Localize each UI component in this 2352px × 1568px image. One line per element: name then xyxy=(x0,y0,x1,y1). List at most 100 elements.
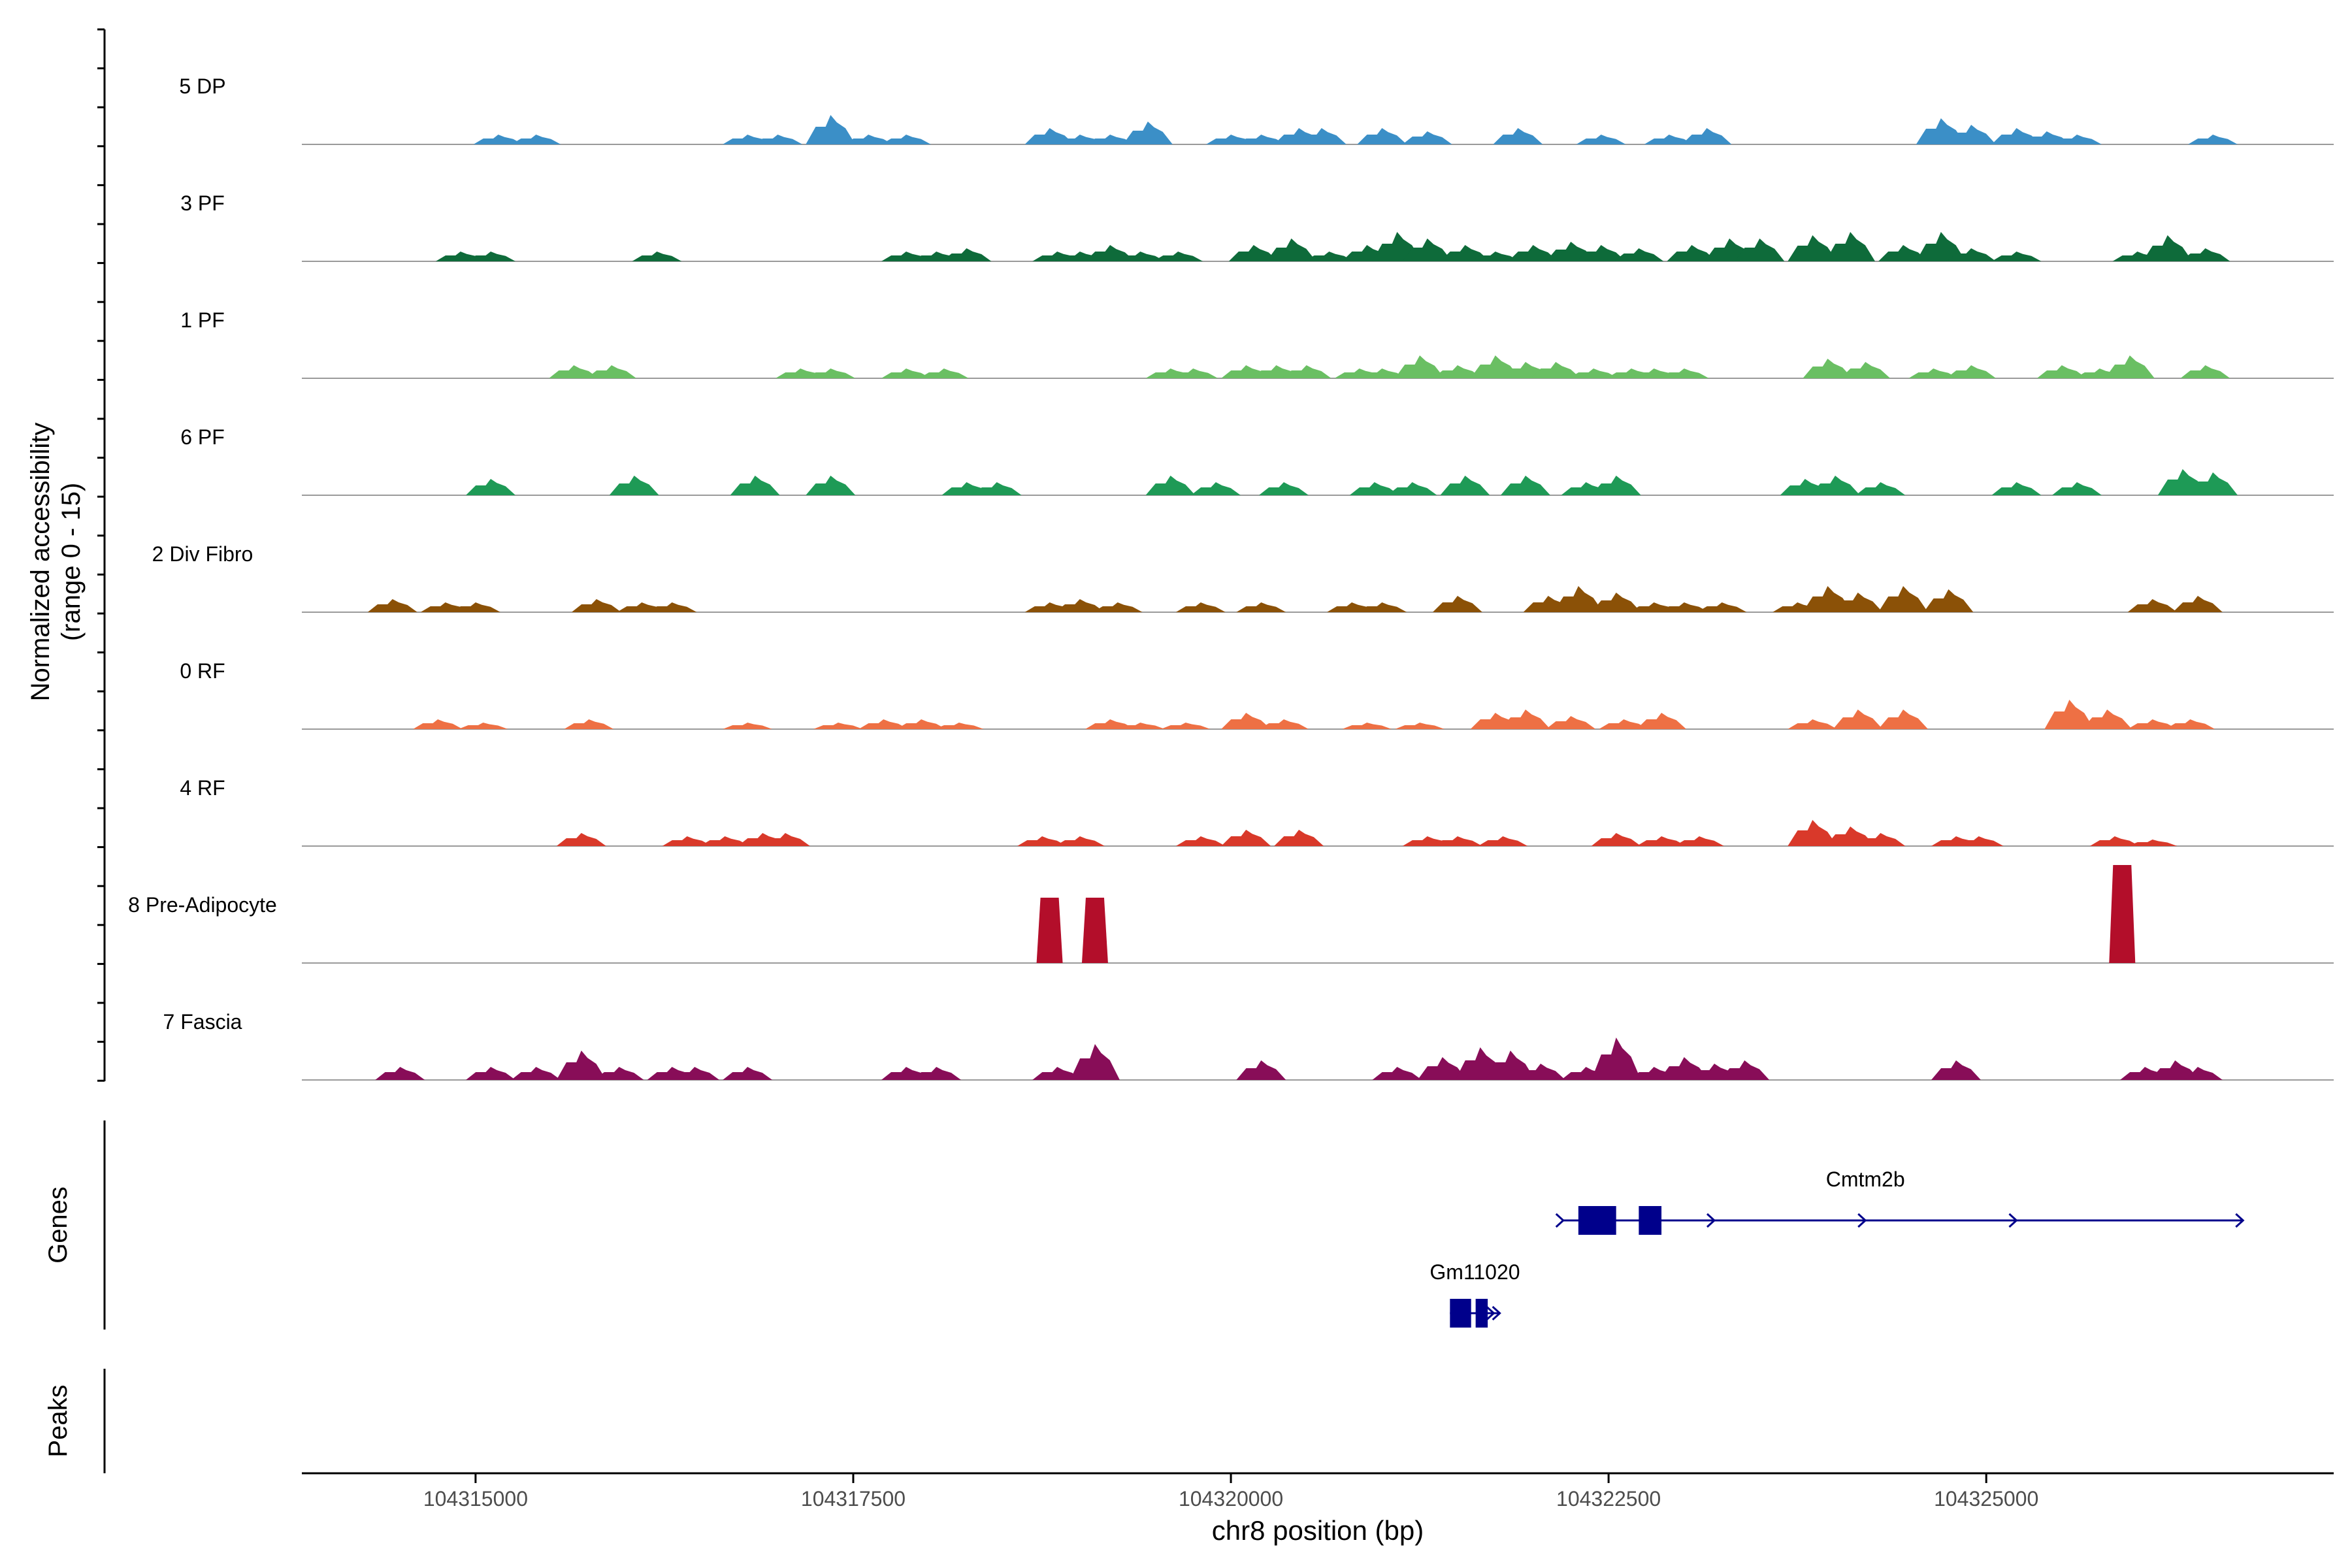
coverage-peak xyxy=(723,723,773,729)
coverage-peak xyxy=(881,135,931,144)
coverage-peak xyxy=(466,1067,516,1080)
strand-arrow xyxy=(1492,1305,1501,1321)
coverage-peak xyxy=(556,833,606,846)
coverage-peak xyxy=(450,602,500,612)
coverage-peak xyxy=(1637,713,1687,729)
track-label: 8 Pre-Adipocyte xyxy=(128,893,277,917)
strand-arrow xyxy=(1555,1213,1565,1228)
coverage-peak xyxy=(1221,713,1271,729)
coverage-peak xyxy=(1304,252,1354,261)
coverage-peak xyxy=(806,115,856,144)
coverage-peak xyxy=(1659,368,1709,378)
coverage-peak xyxy=(911,1067,962,1080)
coverage-peak xyxy=(1576,135,1626,144)
coverage-peak xyxy=(1735,238,1785,261)
coverage-peak xyxy=(1432,365,1482,378)
coverage-peak xyxy=(2180,365,2230,378)
coverage-peak xyxy=(1591,833,1641,846)
coverage-peak xyxy=(1788,820,1838,846)
strand-arrow xyxy=(2235,1213,2245,1228)
coverage-peak xyxy=(1923,589,1974,612)
coverage-peak xyxy=(2044,700,2095,729)
coverage-peak xyxy=(919,368,969,378)
track-4: 6 PF xyxy=(180,425,2334,496)
coverage-peak xyxy=(1591,593,1641,612)
coverage-peak xyxy=(1236,1060,1286,1080)
strand-arrow xyxy=(1486,1305,1495,1321)
coverage-peak xyxy=(1553,586,1603,612)
coverage-peak xyxy=(1516,1064,1566,1080)
coverage-peak xyxy=(1357,368,1407,378)
y-axis-label-line2: (range 0 - 15) xyxy=(57,483,86,641)
coverage-peak xyxy=(1878,245,1929,261)
coverage-peak xyxy=(1190,482,1241,495)
coverage-peak xyxy=(1508,245,1558,261)
coverage-peak xyxy=(1440,476,1490,495)
coverage-peak xyxy=(571,599,621,612)
coverage-peak xyxy=(1576,245,1626,261)
x-tick-label: 104320000 xyxy=(1179,1487,1283,1511)
coverage-peak xyxy=(2165,719,2215,729)
coverage-peak xyxy=(2127,719,2178,729)
coverage-peak xyxy=(1682,128,1732,144)
coverage-peak xyxy=(2142,235,2193,261)
coverage-peak xyxy=(1833,710,1883,729)
coverage-peak xyxy=(1417,1057,1467,1080)
coverage-peak xyxy=(1991,252,2042,261)
coverage-peak xyxy=(1387,482,1437,495)
track-label: 1 PF xyxy=(180,308,225,332)
track-3: 1 PF xyxy=(180,308,2334,379)
gene-label: Gm11020 xyxy=(1429,1260,1520,1284)
track-label: 0 RF xyxy=(180,659,225,683)
coverage-peak xyxy=(1946,125,1997,144)
track-9: 7 Fascia xyxy=(163,1010,2334,1081)
coverage-peak xyxy=(843,135,894,144)
coverage-peak xyxy=(1054,599,1105,612)
coverage-peak xyxy=(1175,836,1226,846)
coverage-peak xyxy=(1840,362,1891,378)
coverage-peak xyxy=(1281,365,1331,378)
coverage-peak xyxy=(1500,476,1550,495)
strand-arrow xyxy=(1857,1213,1867,1228)
coverage-peak xyxy=(1175,602,1226,612)
coverage-peak xyxy=(1946,365,1997,378)
coverage-y-ticks xyxy=(97,28,105,1082)
coverage-peak xyxy=(1258,482,1309,495)
coverage-peak xyxy=(1546,716,1596,729)
coverage-peak xyxy=(549,365,599,378)
track-8: 8 Pre-Adipocyte xyxy=(128,865,2334,964)
coverage-peak xyxy=(1115,723,1166,729)
genes-label: Genes xyxy=(44,1186,73,1264)
coverage-peak xyxy=(413,719,463,729)
coverage-peak xyxy=(1236,135,1286,144)
coverage-peak xyxy=(1402,131,1452,144)
coverage-peak xyxy=(730,476,780,495)
strand-arrow xyxy=(1706,1213,1716,1228)
coverage-peak xyxy=(1493,128,1543,144)
coverage-peak xyxy=(1395,355,1445,378)
track-7: 4 RF xyxy=(180,776,2334,847)
coverage-peak xyxy=(2089,836,2140,846)
coverage-peak xyxy=(1810,476,1860,495)
coverage-peak xyxy=(813,723,863,729)
coverage-peak xyxy=(556,1051,606,1080)
coverage-peak xyxy=(1349,482,1399,495)
coverage-peak xyxy=(1720,1060,1770,1080)
coverage-peak xyxy=(1092,602,1143,612)
coverage-peak xyxy=(1054,836,1105,846)
coverage-peak xyxy=(1697,602,1747,612)
coverage-peak xyxy=(458,723,508,729)
coverage-peak xyxy=(1568,368,1618,378)
coverage-peak xyxy=(1485,1051,1535,1080)
coverage-peak xyxy=(1599,719,1649,729)
coverage-peak xyxy=(1878,586,1929,612)
coverage-peak xyxy=(466,479,516,495)
coverage-peak xyxy=(1168,368,1218,378)
coverage-peak xyxy=(1153,252,1203,261)
gene-exon xyxy=(1475,1299,1488,1328)
coverage-peak xyxy=(896,719,947,729)
coverage-peak xyxy=(2109,865,2136,963)
track-label: 3 PF xyxy=(180,191,225,215)
coverage-peak xyxy=(1591,476,1641,495)
